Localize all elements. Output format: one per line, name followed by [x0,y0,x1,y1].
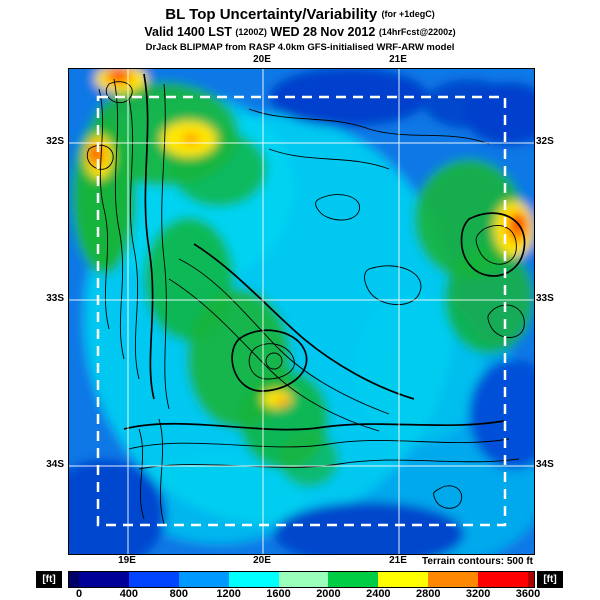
colorbar-ticks: 0 400 800 1200 1600 2000 2400 2800 3200 3600 [0,588,600,600]
colorbar-tick: 0 [75,588,83,600]
axis-label-right: 32S [536,136,554,147]
colorbar-tick: 1600 [266,588,291,600]
colorbar-cap-left [69,572,79,587]
axis-label-bottom: 19E [118,555,136,566]
colorbar-tick: 2000 [316,588,341,600]
colorbar-tick: 3200 [465,588,491,600]
model-line: DrJack BLIPMAP from RASP 4.0km GFS-initi… [145,42,455,53]
latlon-grid [69,69,534,554]
axis-label-left: 32S [46,136,64,147]
title-note: (for +1degC) [381,9,435,19]
colorbar-tick: 1200 [216,588,241,600]
colorbar-segment [378,572,429,587]
unit-chip-left: [ft] [36,571,62,588]
filled-contours-layer [69,69,534,554]
colorbar-tick: 400 [119,588,139,600]
forecast-map [68,68,535,555]
colorbar-segment [228,572,279,587]
axis-label-top: 20E [253,54,271,65]
colorbar-segment [428,572,479,587]
valid-time-line: Valid 1400 LST (1200Z) WED 28 Nov 2012 (… [0,25,600,39]
title-text: BL Top Uncertainty/Variability [165,6,378,23]
axis-label-left: 33S [46,293,64,304]
map-svg [69,69,534,554]
domain-boundary-dashed [96,95,507,527]
page-title: BL Top Uncertainty/Variability (for +1de… [0,6,600,23]
colorbar-tick: 3600 [515,588,541,600]
valid-date: WED 28 Nov 2012 [270,25,376,39]
colorbar-tick: 800 [169,588,188,600]
axis-label-top: 21E [389,54,407,65]
valid-znote: (1200Z) [235,27,267,37]
axis-label-bottom: 21E [389,555,407,566]
colorbar-cap-right [528,572,535,587]
valid-fcst-note: (14hrFcst@2200z) [378,27,456,37]
colorbar-tick: 2400 [366,588,391,600]
colorbar-segment [278,572,329,587]
colorbar-segment [328,572,379,587]
colorbar-segment [478,572,529,587]
axis-label-right: 33S [536,293,554,304]
unit-chip-right: [ft] [537,571,563,588]
colorbar-segment [178,572,229,587]
terrain-contours-note: Terrain contours: 500 ft [422,556,533,567]
axis-label-bottom: 20E [253,555,271,566]
colorbar [68,571,535,588]
terrain-contours-layer [86,73,526,525]
axis-label-left: 34S [46,459,64,470]
axis-label-right: 34S [536,459,554,470]
colorbar-tick: 2800 [415,588,441,600]
colorbar-segment [128,572,179,587]
colorbar-segment [79,572,129,587]
valid-prefix: Valid 1400 LST [144,25,232,39]
